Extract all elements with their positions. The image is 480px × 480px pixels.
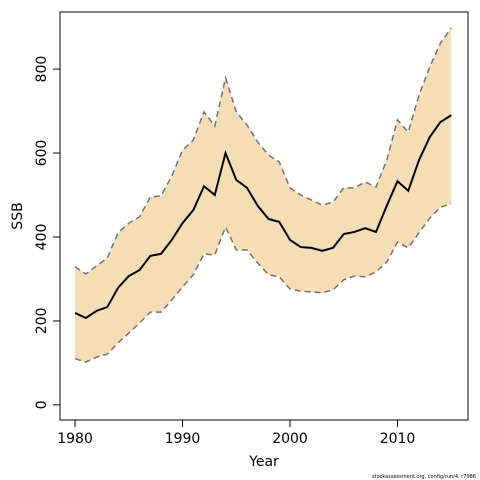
confidence-band bbox=[75, 27, 452, 363]
y-tick-label: 0 bbox=[34, 400, 50, 409]
y-tick-label: 400 bbox=[34, 224, 50, 251]
x-tick-label: 2010 bbox=[380, 431, 416, 447]
y-tick-label: 200 bbox=[34, 308, 50, 335]
estimate-line bbox=[74, 114, 452, 320]
y-tick-label: 600 bbox=[34, 140, 50, 167]
y-axis-label: SSB bbox=[10, 202, 26, 229]
x-tick-label: 1990 bbox=[165, 431, 201, 447]
x-tick-label: 1980 bbox=[57, 431, 93, 447]
y-tick-label: 800 bbox=[34, 56, 50, 83]
x-axis-label: Year bbox=[248, 454, 279, 470]
lower-bound bbox=[74, 203, 452, 363]
upper-bound bbox=[74, 27, 452, 275]
x-tick-label: 2000 bbox=[272, 431, 308, 447]
footnote: stockassessment.org, config/run/4, r7986 bbox=[372, 474, 476, 480]
